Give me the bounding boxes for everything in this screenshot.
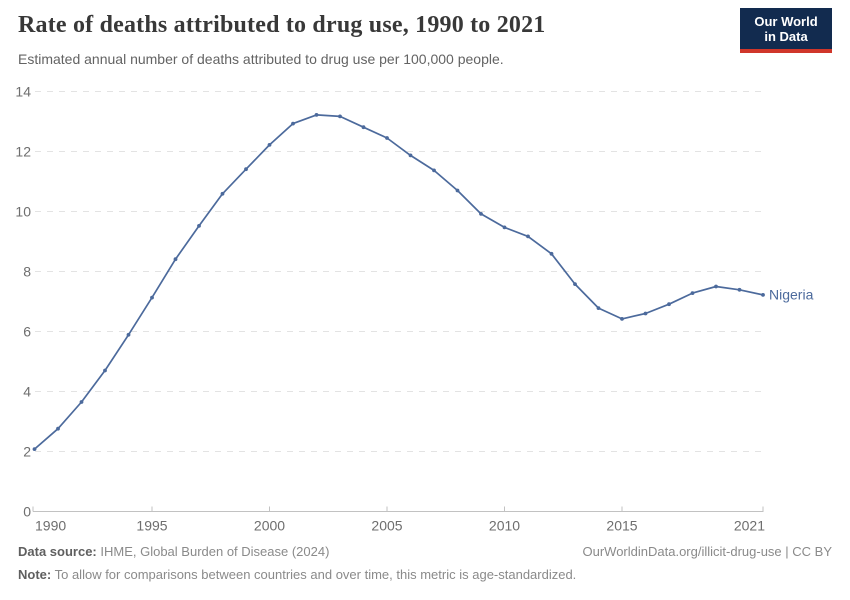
y-tick-label: 0 (23, 504, 31, 520)
y-tick-label: 8 (23, 264, 31, 280)
x-tick-label: 2010 (489, 518, 520, 534)
data-point-marker (267, 143, 272, 147)
data-source-text: Data source: IHME, Global Burden of Dise… (18, 544, 329, 559)
data-point-marker (455, 188, 460, 193)
x-tick-label: 1990 (35, 518, 66, 534)
note-label: Note: (18, 567, 52, 582)
chart-footer: Data source: IHME, Global Burden of Dise… (18, 544, 832, 582)
x-tick-label: 2021 (734, 518, 765, 534)
data-point-marker (620, 317, 624, 321)
chart-note: Note: To allow for comparisons between c… (18, 567, 832, 582)
series-end-label: Nigeria (769, 286, 814, 302)
page-title: Rate of deaths attributed to drug use, 1… (18, 12, 546, 38)
data-point-marker (314, 113, 319, 117)
data-point-marker (220, 191, 225, 196)
data-point-marker (56, 426, 60, 431)
data-point-marker (502, 225, 507, 230)
data-point-marker (79, 400, 84, 404)
note-value: To allow for comparisons between countri… (54, 567, 577, 582)
logo-text-line1: Our World (754, 13, 818, 29)
owid-url-link[interactable]: OurWorldinData.org/illicit-drug-use | CC… (582, 544, 833, 559)
y-tick-label: 4 (23, 384, 31, 400)
x-tick-label: 2000 (254, 518, 285, 534)
data-point-marker (761, 293, 765, 297)
data-point-marker (596, 306, 601, 310)
x-tick-label: 2005 (371, 518, 402, 534)
series-line (33, 114, 764, 450)
data-point-marker (479, 212, 483, 216)
data-point-marker (667, 302, 671, 307)
data-point-marker (361, 125, 366, 130)
chart-subtitle: Estimated annual number of deaths attrib… (18, 51, 504, 67)
y-tick-label: 12 (15, 144, 31, 160)
data-source-value: IHME, Global Burden of Disease (2024) (100, 544, 330, 559)
data-point-marker (385, 136, 389, 140)
y-tick-label: 14 (15, 84, 31, 100)
data-point-marker (643, 311, 648, 316)
data-point-marker (126, 332, 131, 337)
y-tick-label: 10 (15, 204, 31, 220)
data-point-marker (291, 121, 295, 126)
data-point-marker (573, 282, 577, 286)
data-point-marker (338, 114, 342, 119)
data-point-marker (103, 368, 107, 373)
data-point-marker (432, 168, 436, 173)
data-point-marker (150, 295, 154, 300)
data-point-marker (714, 284, 718, 289)
y-tick-label: 6 (23, 324, 31, 340)
data-point-marker (690, 291, 695, 295)
x-tick-label: 1995 (136, 518, 167, 534)
data-point-marker (32, 447, 37, 451)
data-point-marker (526, 234, 530, 239)
y-tick-label: 2 (23, 444, 31, 460)
data-point-marker (408, 153, 413, 158)
data-point-marker (173, 257, 178, 262)
data-point-marker (549, 251, 554, 256)
data-source-label: Data source: (18, 544, 97, 559)
data-point-marker (244, 167, 248, 172)
owid-logo[interactable]: Our World in Data (740, 8, 832, 53)
x-tick-label: 2015 (606, 518, 637, 534)
data-point-marker (197, 224, 201, 228)
data-point-marker (737, 287, 742, 292)
logo-text-line2: in Data (764, 28, 808, 44)
